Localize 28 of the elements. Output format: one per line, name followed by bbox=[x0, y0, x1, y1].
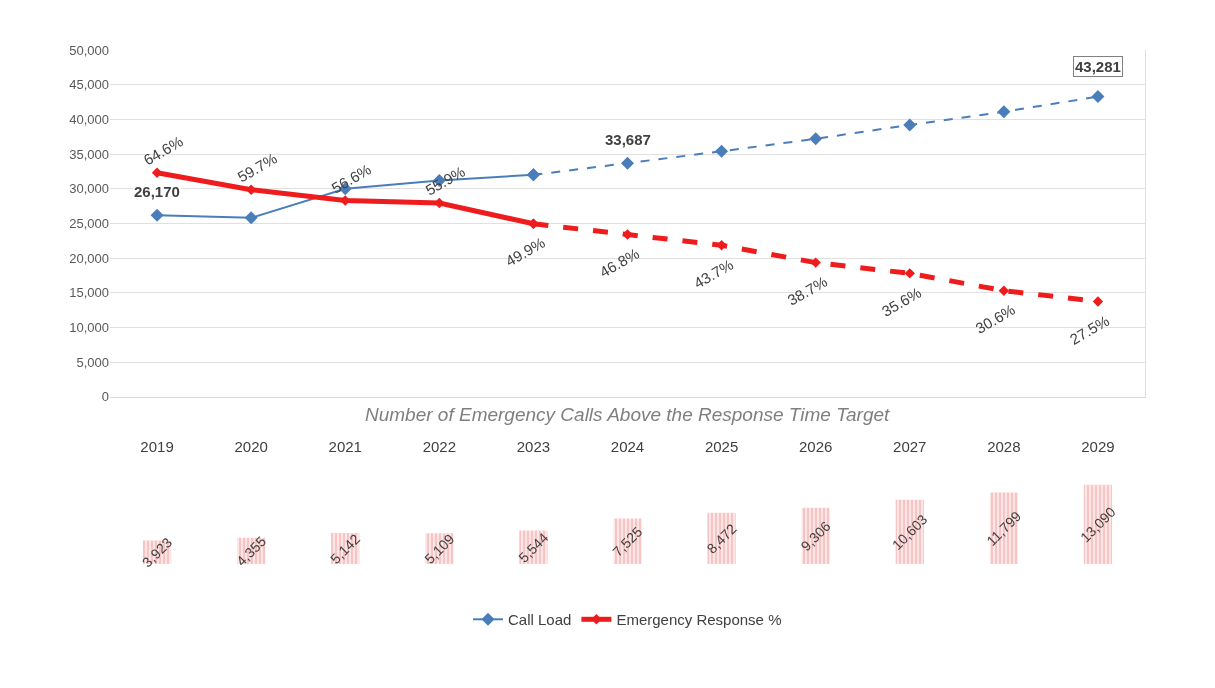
x-tick-label: 2027 bbox=[893, 437, 927, 455]
x-tick-label: 2029 bbox=[1081, 437, 1115, 455]
x-tick-label: 2028 bbox=[987, 437, 1021, 455]
legend-label: Emergency Response % bbox=[616, 611, 782, 629]
y-tick-label: 25,000 bbox=[69, 215, 109, 231]
y-tick-label: 15,000 bbox=[69, 285, 109, 301]
data-label: 26,170 bbox=[134, 183, 180, 200]
y-tick-label: 0 bbox=[101, 389, 109, 405]
y-tick-label: 10,000 bbox=[69, 320, 109, 336]
data-label: 43,281 bbox=[1075, 58, 1121, 75]
x-tick-label: 2021 bbox=[328, 437, 362, 455]
x-tick-label: 2023 bbox=[516, 437, 551, 455]
y-tick-label: 5,000 bbox=[76, 354, 109, 370]
x-tick-label: 2026 bbox=[798, 437, 833, 455]
data-label: 33,687 bbox=[605, 131, 651, 148]
x-tick-label: 2025 bbox=[704, 437, 739, 455]
y-tick-label: 35,000 bbox=[69, 146, 109, 162]
legend-label: Call Load bbox=[508, 611, 572, 629]
y-tick-label: 45,000 bbox=[69, 77, 109, 93]
chart-title: Number of Emergency Calls Above the Response Time Target bbox=[365, 404, 891, 425]
y-tick-label: 30,000 bbox=[69, 181, 109, 197]
y-tick-label: 40,000 bbox=[69, 111, 109, 127]
y-tick-label: 50,000 bbox=[69, 42, 109, 58]
x-tick-label: 2024 bbox=[610, 437, 645, 455]
x-tick-label: 2020 bbox=[234, 437, 268, 455]
y-tick-label: 20,000 bbox=[69, 250, 109, 266]
x-tick-label: 2019 bbox=[140, 437, 174, 455]
x-tick-label: 2022 bbox=[422, 437, 457, 455]
